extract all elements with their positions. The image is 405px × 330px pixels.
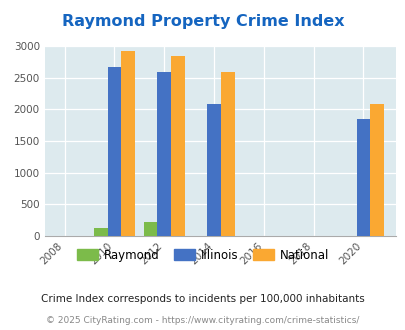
Bar: [207, 104, 220, 236]
Bar: [356, 119, 369, 236]
Bar: [369, 104, 383, 236]
Bar: [220, 72, 234, 236]
Bar: [94, 228, 107, 236]
Bar: [171, 56, 184, 236]
Bar: [121, 51, 134, 236]
Bar: [157, 72, 171, 236]
Text: Crime Index corresponds to incidents per 100,000 inhabitants: Crime Index corresponds to incidents per…: [41, 294, 364, 304]
Bar: [107, 67, 121, 236]
Bar: [143, 222, 157, 236]
Text: Raymond Property Crime Index: Raymond Property Crime Index: [62, 14, 343, 29]
Legend: Raymond, Illinois, National: Raymond, Illinois, National: [72, 244, 333, 266]
Text: © 2025 CityRating.com - https://www.cityrating.com/crime-statistics/: © 2025 CityRating.com - https://www.city…: [46, 316, 359, 325]
